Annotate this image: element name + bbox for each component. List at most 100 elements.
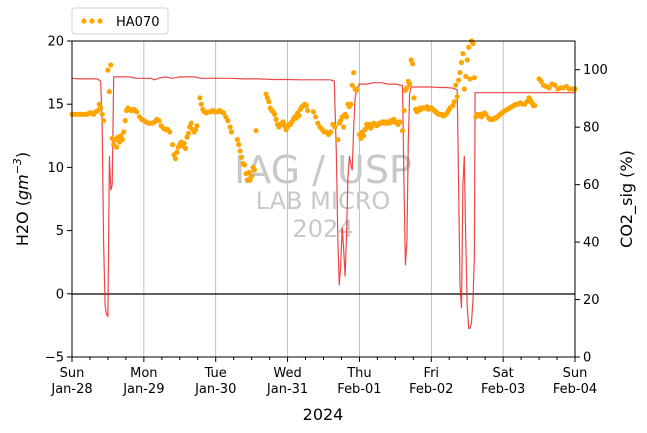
h2o-point (174, 149, 180, 155)
h2o-point (182, 145, 189, 151)
h2o-point (273, 116, 279, 122)
left-axis-label-main: H2O ( (13, 200, 32, 246)
h2o-point (108, 62, 114, 68)
h2o-point (106, 89, 112, 95)
h2o-point (532, 102, 538, 109)
h2o-point (241, 162, 248, 168)
legend: HA070 (71, 7, 169, 35)
x-axis-label: 2024 (303, 405, 344, 424)
h2o-point (98, 105, 104, 111)
h2o-point (225, 118, 231, 124)
h2o-point (538, 78, 544, 84)
h2o-point (361, 133, 367, 139)
h2o-point (341, 124, 347, 130)
h2o-point (483, 111, 489, 117)
h2o-point (223, 114, 229, 120)
x-tick-label-day: Sat (492, 366, 513, 381)
h2o-point (458, 59, 465, 66)
right-tick-label: 0 (583, 351, 591, 366)
legend-dot (89, 18, 95, 24)
h2o-point (227, 124, 233, 130)
x-tick-label-day: Tue (204, 366, 227, 381)
right-tick-label: 100 (583, 63, 608, 78)
co2-series (71, 76, 575, 329)
h2o-point (228, 129, 235, 135)
x-tick-label-day: Fri (424, 366, 440, 381)
h2o-point (457, 70, 463, 76)
right-tick-label: 40 (583, 236, 600, 251)
h2o-point (399, 128, 406, 134)
legend-label: HA070 (116, 15, 159, 30)
h2o-point (411, 95, 417, 101)
x-tick-label-date: Feb-04 (553, 382, 597, 397)
watermark-line2: LAB MICRO (256, 187, 391, 215)
h2o-point (122, 118, 128, 124)
h2o-point (167, 129, 173, 135)
h2o-point (310, 109, 316, 115)
x-tick-label-date: Jan-31 (266, 382, 308, 397)
x-tick-label-day: Sun (60, 366, 85, 381)
legend-dot (97, 18, 103, 24)
watermark: IAG / USP LAB MICRO 2024 (234, 148, 412, 243)
h2o-point (454, 94, 460, 100)
h2o-point (239, 154, 245, 160)
left-tick-label: 20 (47, 35, 64, 50)
left-axis-ticks: −5 0 5 10 15 20 (45, 35, 72, 366)
h2o-point (349, 82, 355, 88)
x-tick-label-day: Thu (346, 366, 371, 381)
left-tick-label: −5 (45, 351, 64, 366)
h2o-point (466, 44, 472, 50)
h2o-point (305, 107, 311, 114)
h2o-point (332, 124, 338, 130)
h2o-point (451, 99, 457, 105)
h2o-point (464, 57, 470, 63)
h2o-point (253, 128, 259, 134)
h2o-point (197, 95, 203, 101)
h2o-point (194, 123, 200, 129)
right-axis-ticks: 0 20 40 60 80 100 (575, 63, 608, 366)
h2o-point (354, 87, 360, 93)
h2o-point (266, 99, 272, 105)
x-tick-label-day: Sun (563, 366, 588, 381)
left-tick-label: 5 (56, 224, 64, 239)
h2o-point (221, 110, 227, 116)
x-tick-label-date: Jan-28 (50, 382, 92, 397)
left-axis-label-exp: −3 (11, 158, 24, 174)
h2o-point (397, 119, 403, 125)
left-tick-label: 0 (56, 287, 64, 302)
h2o-point (313, 114, 319, 120)
h2o-point (172, 156, 179, 162)
h2o-point (410, 61, 416, 67)
x-tick-label-date: Feb-01 (337, 382, 381, 397)
left-axis-label-close: ) (13, 152, 32, 158)
h2o-point (453, 82, 459, 88)
left-axis-label: H2O (gm−3) (11, 152, 32, 246)
x-tick-label-day: Mon (130, 366, 157, 381)
h2o-point (114, 144, 120, 150)
h2o-point (156, 118, 162, 124)
x-tick-label-date: Jan-30 (194, 382, 236, 397)
h2o-point (296, 113, 302, 119)
h2o-point (272, 111, 278, 117)
h2o-point (328, 129, 334, 135)
left-tick-label: 15 (47, 98, 64, 113)
x-axis-ticks: SunJan-28MonJan-29TueJan-30WedJan-31ThuF… (50, 357, 597, 397)
h2o-point (471, 75, 477, 81)
h2o-point (343, 114, 350, 120)
h2o-point (234, 137, 240, 143)
h2o-point (249, 173, 255, 179)
h2o-point (335, 137, 341, 143)
h2o-point (463, 73, 469, 79)
h2o-point (134, 109, 140, 115)
x-tick-label-date: Jan-29 (122, 382, 164, 397)
h2o-point (456, 77, 462, 83)
h2o-point (251, 167, 258, 173)
h2o-point (237, 148, 243, 154)
legend-marker (81, 18, 103, 24)
left-tick-label: 10 (47, 161, 64, 176)
x-tick-label-date: Feb-02 (409, 382, 453, 397)
h2o-series (69, 38, 578, 183)
h2o-point (470, 40, 476, 47)
plot-area (72, 41, 575, 357)
